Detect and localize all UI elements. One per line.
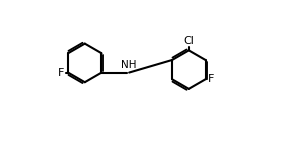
Text: NH: NH [121, 60, 136, 70]
Text: Cl: Cl [183, 36, 194, 46]
Text: F: F [57, 67, 64, 78]
Text: F: F [208, 74, 214, 84]
